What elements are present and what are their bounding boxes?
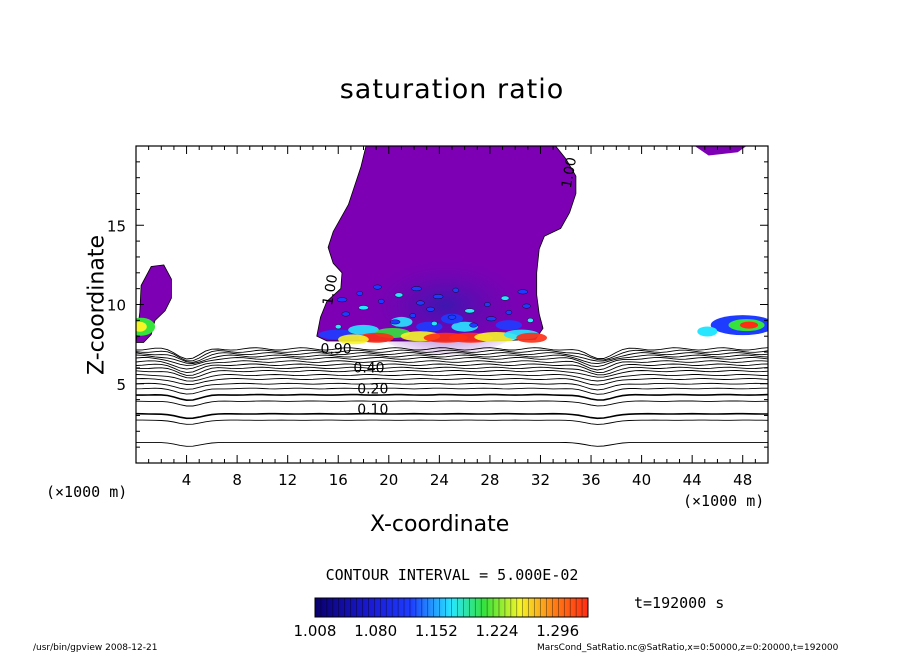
- x-tick-label-8: 8: [232, 471, 242, 489]
- contour-line-10: [136, 369, 768, 379]
- band-blob-11: [338, 334, 369, 345]
- colorbar-label-4: 1.224: [476, 622, 519, 640]
- cloud-fleck-5: [500, 295, 510, 301]
- contour-line-14: [136, 357, 768, 368]
- x-tick-label-28: 28: [480, 471, 499, 489]
- cloud-fleck-2: [426, 306, 435, 312]
- x-tick-label-24: 24: [430, 471, 449, 489]
- y-tick-label-10: 10: [107, 297, 126, 315]
- inner-gradient: [350, 244, 541, 355]
- cloud-fleck-21: [358, 305, 369, 311]
- y-axis-label: Z-coordinate: [84, 235, 110, 375]
- contour-label-4: 0.90: [321, 342, 352, 358]
- cloud-fleck-13: [431, 321, 438, 326]
- contour-line-4: [136, 400, 768, 407]
- contour-label-1: 0.10: [357, 402, 388, 418]
- band-blob-9: [516, 332, 548, 343]
- contour-line-12: [136, 363, 768, 374]
- band-blob-12: [416, 321, 443, 332]
- cloud-fleck-25: [527, 317, 534, 323]
- right-edge-core: [740, 321, 759, 329]
- band-blob-2: [348, 324, 379, 335]
- contour-line-7: [136, 382, 768, 391]
- colorbar-label-2: 1.080: [354, 622, 397, 640]
- cloud-fleck-12: [336, 297, 348, 303]
- x-tick-label-32: 32: [531, 471, 550, 489]
- right-edge-blob: [697, 326, 718, 337]
- cloud-fleck-18: [485, 316, 497, 322]
- contour-label-5: 1.00: [320, 273, 341, 306]
- contour-line-2: [136, 419, 768, 425]
- x-tick-label-12: 12: [278, 471, 297, 489]
- band-blob-15: [390, 316, 413, 327]
- contour-interval-label: CONTOUR INTERVAL = 5.000E-02: [325, 566, 579, 584]
- contour-label-6: 1.00: [559, 156, 580, 189]
- cloud-fleck-20: [469, 322, 478, 328]
- y-tick-label-5: 5: [116, 376, 126, 394]
- x-tick-label-36: 36: [581, 471, 600, 489]
- colorbar-label-5: 1.296: [536, 622, 579, 640]
- contour-line-11: [136, 366, 768, 376]
- footer-right: MarsCond_SatRatio.nc@SatRatio,x=0:50000,…: [537, 643, 839, 653]
- x-unit-left: (×1000 m): [46, 483, 128, 501]
- cloud-fleck-14: [522, 303, 531, 309]
- contour-line-17: [136, 349, 768, 362]
- x-tick-label-16: 16: [329, 471, 348, 489]
- colorbar-label-3: 1.152: [415, 622, 458, 640]
- cloud-fleck-19: [378, 298, 385, 304]
- cloud-fleck-22: [452, 287, 459, 293]
- contour-line-13: [136, 360, 768, 371]
- cloud-fleck-15: [411, 286, 422, 292]
- x-tick-label-40: 40: [632, 471, 651, 489]
- cloud-fleck-7: [484, 302, 491, 307]
- top-right-sliver: [694, 146, 747, 156]
- x-tick-label-44: 44: [683, 471, 702, 489]
- y-tick-label-15: 15: [107, 217, 126, 235]
- x-tick-label-4: 4: [182, 471, 192, 489]
- x-tick-label-48: 48: [733, 471, 752, 489]
- cloud-fleck-1: [335, 324, 342, 330]
- contour-line-5: [136, 393, 768, 402]
- cloud-fleck-10: [356, 291, 363, 296]
- x-unit-right: (×1000 m): [683, 492, 765, 510]
- band-blob-14: [495, 320, 523, 331]
- contour-line-6: [136, 387, 768, 395]
- footer-left: /usr/bin/gpview 2008-12-21: [33, 643, 158, 653]
- time-label: t=192000 s: [634, 594, 725, 612]
- cloud-fleck-16: [505, 310, 513, 315]
- contour-line-1: [136, 441, 768, 447]
- colorbar-label-1: 1.008: [294, 622, 337, 640]
- contour-line-15: [136, 354, 768, 365]
- x-axis-label: X-coordinate: [370, 512, 510, 537]
- contour-line-9: [136, 374, 768, 382]
- cloud-fleck-23: [341, 311, 351, 317]
- cloud-fleck-4: [409, 313, 417, 318]
- chart-title: saturation ratio: [339, 74, 565, 105]
- cloud-fleck-9: [464, 308, 475, 314]
- left-edge-core: [136, 321, 147, 332]
- contour-label-3: 0.40: [353, 361, 384, 377]
- cloud-fleck-3: [517, 289, 528, 295]
- contour-line-18: [136, 347, 768, 360]
- x-tick-label-20: 20: [379, 471, 398, 489]
- contour-line-16: [136, 352, 768, 363]
- contour-label-2: 0.20: [357, 381, 388, 397]
- plot-area: 0.10 0.20 0.400.90 1.00 1.00: [136, 146, 768, 447]
- contour-line-3: [136, 412, 768, 420]
- cloud-fleck-11: [447, 314, 457, 320]
- cloud-fleck-6: [389, 319, 401, 325]
- cloud-fleck-24: [432, 294, 444, 299]
- contour-line-8: [136, 378, 768, 386]
- cloud-fleck-8: [373, 284, 382, 290]
- cloud-fleck-26: [416, 300, 425, 306]
- cloud-fleck-17: [394, 292, 404, 298]
